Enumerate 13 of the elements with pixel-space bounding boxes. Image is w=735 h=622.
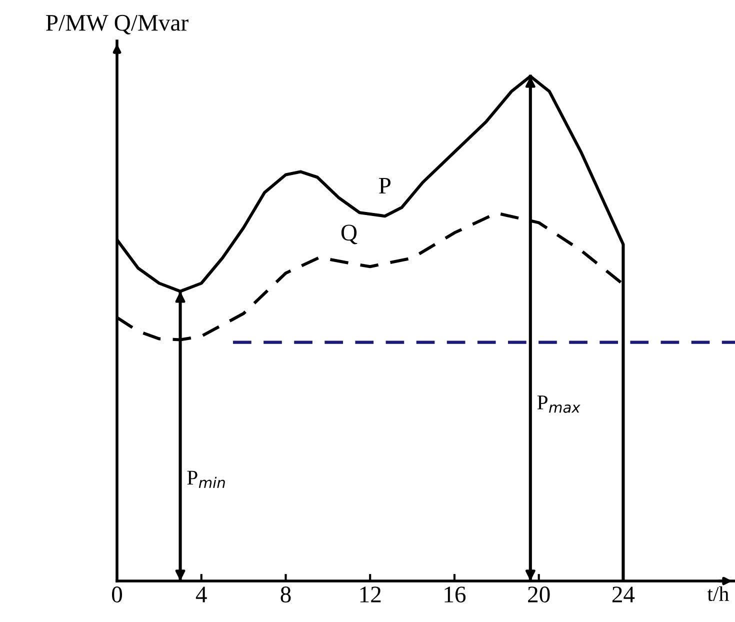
x-tick-label: 16 [444,586,466,602]
x-tick-label: 0 [112,586,122,602]
annotation: P$_{max}$ [537,396,580,413]
x-tick-label: 24 [612,586,635,602]
x-axis-title: t/h [707,586,729,602]
x-tick-label: 12 [360,586,381,602]
y-axis-title: P/MW Q/Mvar [46,14,188,34]
annotation: P$_{min}$ [187,470,225,488]
x-tick-label: 20 [528,586,550,602]
x-tick-label: 4 [196,586,207,602]
series-label: Q [341,224,358,244]
x-tick-label: 8 [280,586,291,602]
series-label: P [378,178,390,194]
